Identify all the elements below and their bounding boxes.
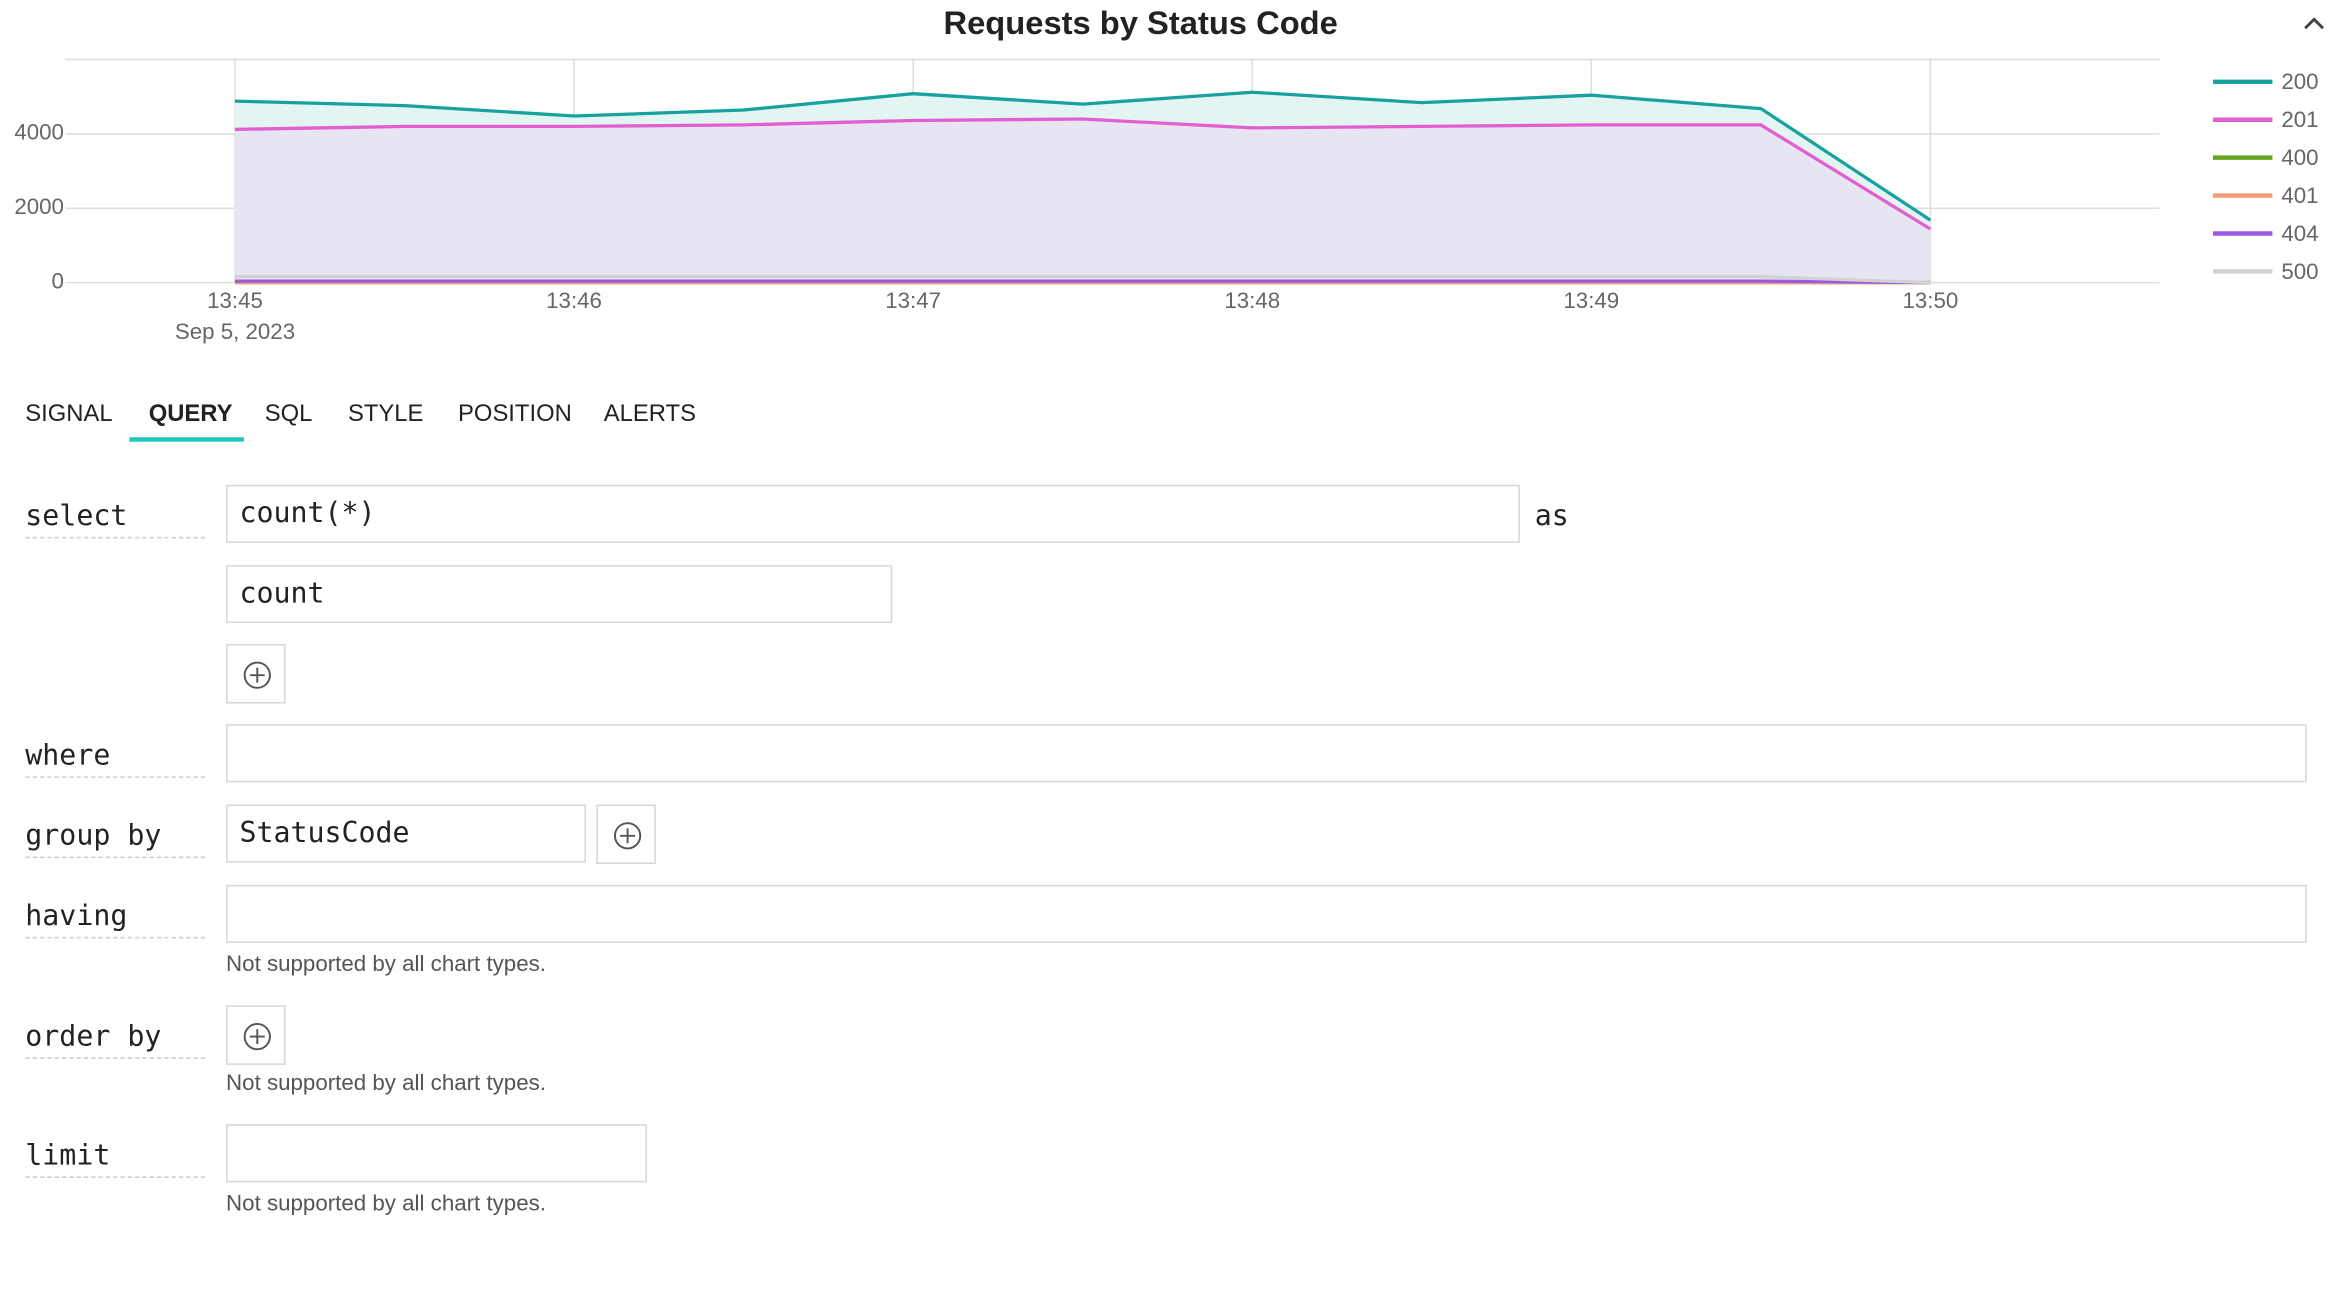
y-tick-label: 2000: [14, 194, 64, 219]
plus-icon: [613, 822, 642, 850]
chart: Requests by Status Code 0 2000 4000 13:45 13…: [14, 4, 2325, 344]
add-button[interactable]: [596, 804, 656, 865]
field-label: select: [25, 497, 206, 539]
field-label: having: [25, 897, 206, 939]
series-line: [234, 279, 1931, 285]
tab[interactable]: QUERY: [148, 401, 233, 427]
text-input[interactable]: [226, 724, 2307, 783]
tab[interactable]: STYLE: [348, 401, 424, 427]
series-line: [234, 117, 1932, 231]
x-tick-label: 13:47: [885, 288, 941, 313]
legend-label: 500: [2281, 259, 2318, 284]
text-input[interactable]: StatusCode: [226, 804, 586, 863]
field-label: limit: [25, 1136, 206, 1178]
x-tick-label: 13:48: [1224, 288, 1280, 313]
tab[interactable]: SQL: [264, 401, 313, 427]
tab[interactable]: POSITION: [458, 401, 572, 427]
series-line: [234, 274, 1931, 285]
legend-label: 200: [2281, 69, 2318, 94]
collapse-icon[interactable]: [2304, 17, 2325, 30]
tab-indicator: [129, 437, 244, 442]
series-area: [234, 118, 1931, 283]
field-label: order by: [25, 1017, 206, 1059]
chart-title: Requests by Status Code: [944, 4, 1338, 41]
field-label: group by: [25, 816, 206, 859]
x-tick-label: 13:46: [546, 288, 602, 313]
x-tick-label: 13:50: [1902, 288, 1958, 313]
alias-keyword: as: [1534, 499, 1569, 533]
help-note: Not supported by all chart types.: [226, 1070, 546, 1097]
text-input[interactable]: [226, 1124, 647, 1183]
alias-input[interactable]: count: [226, 565, 893, 624]
series-line: [234, 90, 1932, 222]
x-tick-label: 13:49: [1563, 288, 1619, 313]
x-tick-label: 13:45: [207, 288, 263, 313]
plus-icon: [243, 1022, 271, 1051]
y-tick-label: 4000: [14, 120, 64, 145]
y-tick-label: 0: [52, 268, 64, 293]
help-note: Not supported by all chart types.: [226, 951, 546, 978]
add-button[interactable]: [226, 1005, 286, 1065]
legend-label: 401: [2281, 183, 2318, 208]
legend-label: 400: [2281, 145, 2318, 170]
help-note: Not supported by all chart types.: [226, 1191, 546, 1217]
legend-label: 201: [2281, 107, 2318, 132]
text-input[interactable]: [226, 884, 2307, 943]
tab[interactable]: SIGNAL: [25, 401, 113, 427]
text-input[interactable]: count(*): [226, 484, 1520, 543]
field-label: where: [25, 736, 206, 778]
add-button[interactable]: [226, 643, 286, 704]
plus-icon: [243, 661, 271, 689]
tab[interactable]: ALERTS: [603, 401, 696, 427]
legend-label: 404: [2281, 221, 2318, 246]
x-date-label: Sep 5, 2023: [175, 319, 295, 344]
